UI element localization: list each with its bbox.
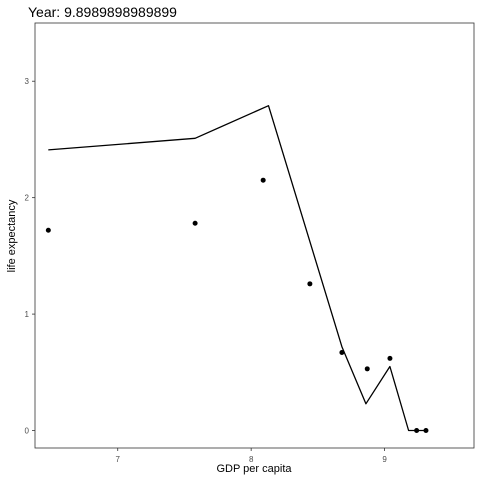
data-point	[423, 428, 429, 434]
y-axis-title: life expectancy	[6, 199, 18, 272]
x-axis-title: GDP per capita	[216, 463, 292, 475]
data-point	[260, 177, 266, 183]
x-axis: 7 8 9	[116, 448, 387, 464]
y-tick-label: 0	[25, 427, 30, 436]
data-point	[339, 350, 345, 356]
chart-title: Year: 9.8989898989899	[28, 4, 177, 20]
y-tick-label: 3	[25, 77, 30, 86]
data-point	[192, 220, 198, 226]
data-point	[414, 428, 420, 434]
y-tick-label: 2	[25, 194, 30, 203]
y-axis: 0 1 2 3	[25, 77, 35, 436]
data-point	[307, 281, 313, 287]
data-point	[364, 366, 370, 372]
plot-panel	[34, 22, 475, 449]
data-point	[45, 227, 51, 233]
x-tick-label: 7	[116, 455, 121, 464]
x-tick-label: 9	[382, 455, 387, 464]
point-series	[45, 177, 429, 434]
y-tick-label: 1	[25, 310, 30, 319]
line-series	[48, 105, 426, 432]
data-point	[387, 355, 393, 361]
x-tick-label: 8	[249, 455, 254, 464]
series-line	[48, 105, 426, 432]
